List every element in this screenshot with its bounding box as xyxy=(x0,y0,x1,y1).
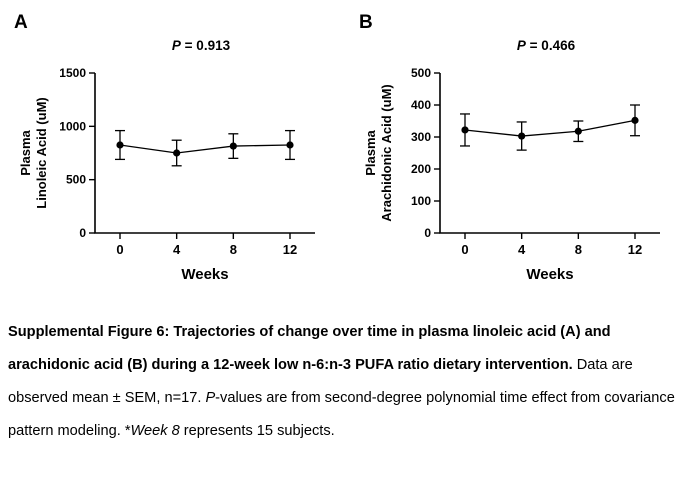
x-tick-label: 4 xyxy=(518,242,526,257)
panel-a: A P = 0.913 0 500 1000 1500 0 4 8 12 Plasma Linol… xyxy=(0,10,345,286)
x-tick-label: 0 xyxy=(116,242,123,257)
y-tick-label: 1500 xyxy=(59,66,86,80)
y-tick-label: 500 xyxy=(66,173,86,187)
y-tick-label: 200 xyxy=(411,162,431,176)
caption-segment: Data are observed mean ± SEM, n=17. xyxy=(8,357,633,406)
y-axis-label: Linoleic Acid (uM) xyxy=(34,97,49,208)
y-tick-label: 300 xyxy=(411,130,431,144)
x-tick-label: 4 xyxy=(173,242,181,257)
p-symbol: P xyxy=(171,38,181,53)
axis-lines xyxy=(439,73,660,234)
p-symbol: P xyxy=(516,38,526,53)
panel-b-label: B xyxy=(359,12,373,33)
data-point xyxy=(229,142,237,150)
y-tick-label: 0 xyxy=(424,226,431,240)
figure-row: A P = 0.913 0 500 1000 1500 0 4 8 12 Plasma Linol… xyxy=(0,10,700,286)
line-chart-arachidonic: 0 100 200 300 400 500 0 4 8 12 Plasma Arachidonic A… xyxy=(363,66,660,283)
p-value-text: = 0.466 xyxy=(525,38,576,53)
panel-b: B P = 0.466 0 100 200 300 400 500 0 4 8 12 Plasma A… xyxy=(345,10,690,286)
x-tick-label: 8 xyxy=(230,242,237,257)
data-point xyxy=(286,141,294,149)
data-point xyxy=(631,116,639,124)
y-axis-label: Plasma xyxy=(363,129,378,175)
y-tick-label: 100 xyxy=(411,194,431,208)
y-tick-label: 1000 xyxy=(59,119,86,133)
caption-segment: represents 15 subjects. xyxy=(179,423,335,439)
axis-lines xyxy=(94,73,315,234)
data-point xyxy=(173,149,181,157)
figure-caption: Supplemental Figure 6: Trajectories of c… xyxy=(8,316,692,448)
panel-a-p-value: P = 0.913 xyxy=(0,38,330,58)
caption-segment: Supplemental Figure 6: Trajectories of c… xyxy=(8,324,611,373)
y-axis-label: Arachidonic Acid (uM) xyxy=(379,84,394,221)
data-line xyxy=(119,144,291,154)
data-point xyxy=(518,132,526,140)
caption-segment: P xyxy=(205,390,216,406)
x-tick-label: 12 xyxy=(628,242,642,257)
data-point xyxy=(461,126,469,134)
data-point xyxy=(574,127,582,135)
data-point xyxy=(116,141,124,149)
x-tick-label: 12 xyxy=(283,242,297,257)
x-axis-label: Weeks xyxy=(526,266,573,283)
y-tick-label: 400 xyxy=(411,98,431,112)
caption-segment: Week 8 xyxy=(130,423,180,439)
panel-b-p-value: P = 0.466 xyxy=(345,38,675,58)
y-tick-label: 0 xyxy=(79,226,86,240)
x-axis-label: Weeks xyxy=(181,266,228,283)
x-tick-label: 0 xyxy=(461,242,468,257)
caption-segment: -values are from second-degree polynomia… xyxy=(8,390,675,439)
data-line xyxy=(464,119,636,137)
x-tick-label: 8 xyxy=(575,242,582,257)
y-tick-label: 500 xyxy=(411,66,431,80)
p-value-text: = 0.913 xyxy=(180,38,231,53)
y-axis-label: Plasma xyxy=(18,129,33,175)
line-chart-linoleic: 0 500 1000 1500 0 4 8 12 Plasma Linoleic Acid (uM… xyxy=(18,66,315,283)
panel-a-label: A xyxy=(14,12,28,33)
